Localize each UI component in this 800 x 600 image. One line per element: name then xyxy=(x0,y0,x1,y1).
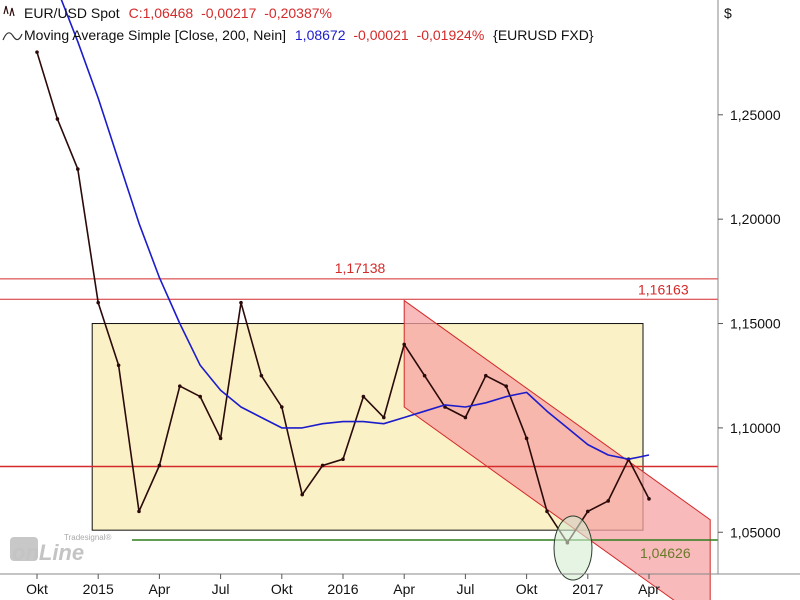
price-point xyxy=(116,363,121,368)
price-point xyxy=(239,300,243,305)
price-point xyxy=(198,394,202,399)
x-tick-label: 2016 xyxy=(327,581,358,597)
svg-text:EUR/USD Spot C:1,06468: EUR/USD Spot C:1,06468 -0,00217 -0,20387… xyxy=(24,5,332,21)
price-point xyxy=(382,415,386,420)
tradesignal-logo: Tradesignal® onLine xyxy=(10,533,112,565)
x-tick-label: Jul xyxy=(212,581,230,597)
level-label: 1,17138 xyxy=(335,260,386,276)
price-point xyxy=(463,415,468,420)
x-tick-label: Apr xyxy=(149,581,171,597)
legend-ma-change: -0,00021 xyxy=(353,27,408,43)
channel-layer xyxy=(403,299,711,600)
y-tick-label: 1,10000 xyxy=(730,420,781,436)
price-point xyxy=(320,463,325,468)
price-point xyxy=(341,457,345,462)
price-point xyxy=(545,509,549,514)
low-highlight-ellipse xyxy=(553,515,593,581)
level-lines-layer: 1,17138 1,16163 1,04626 xyxy=(0,260,718,561)
level-label: 1,16163 xyxy=(638,281,689,297)
price-series-icon xyxy=(3,5,15,17)
currency-label: $ xyxy=(724,5,732,21)
price-point xyxy=(157,463,162,468)
x-tick-label: 2015 xyxy=(83,581,114,597)
level-label: 1,04626 xyxy=(640,545,691,561)
legend-symbol: EUR/USD Spot xyxy=(24,5,120,21)
legend-change: -0,00217 xyxy=(201,5,256,21)
trend-channel xyxy=(403,299,711,600)
price-point xyxy=(504,384,509,388)
x-tick-label: Jul xyxy=(456,581,474,597)
price-point xyxy=(76,167,80,171)
legend-ma-name: Moving Average Simple [Close, 200, Nein] xyxy=(24,27,286,43)
y-tick-label: 1,20000 xyxy=(730,211,781,227)
y-tick-label: 1,15000 xyxy=(730,316,781,332)
price-point xyxy=(647,497,651,501)
price-point xyxy=(484,373,488,378)
x-tick-label: Apr xyxy=(393,581,415,597)
svg-text:Moving Average Simple [Close,: Moving Average Simple [Close, 200, Nein]… xyxy=(24,27,594,43)
price-point xyxy=(524,436,529,441)
price-point xyxy=(300,492,305,497)
logo-badge-icon xyxy=(10,537,38,561)
price-point xyxy=(422,373,427,378)
legend: EUR/USD Spot C:1,06468 -0,00217 -0,20387… xyxy=(2,5,594,43)
price-point xyxy=(280,405,284,409)
price-point xyxy=(586,509,590,514)
x-tick-label: Okt xyxy=(271,581,293,597)
legend-pct: -0,20387% xyxy=(264,5,332,21)
x-tick-label: 2017 xyxy=(572,581,603,597)
price-point xyxy=(402,342,407,347)
y-tick-label: 1,25000 xyxy=(730,107,781,123)
price-point xyxy=(137,509,141,514)
legend-ma-source: {EURUSD FXD} xyxy=(493,27,594,43)
price-point xyxy=(361,394,366,399)
ma-series-icon xyxy=(2,32,23,41)
ma-series-line xyxy=(60,0,650,460)
price-point xyxy=(96,300,100,305)
price-point xyxy=(35,50,39,54)
series-layer xyxy=(35,0,651,545)
logo-big-text: onLine xyxy=(12,540,84,565)
legend-close: C:1,06468 xyxy=(129,5,194,21)
x-tick-label: Okt xyxy=(516,581,538,597)
price-point xyxy=(55,117,60,121)
legend-ma-value: 1,08672 xyxy=(295,27,346,43)
legend-ma-pct: -0,01924% xyxy=(417,27,485,43)
x-tick-label: Okt xyxy=(26,581,48,597)
y-tick-label: 1,05000 xyxy=(730,524,781,540)
y-ticks: 1,25000 1,20000 1,15000 1,10000 1,05000 xyxy=(718,107,781,540)
price-point xyxy=(259,373,264,378)
price-point xyxy=(443,405,447,409)
price-point xyxy=(218,436,223,441)
x-tick-label: Apr xyxy=(638,581,660,597)
price-point xyxy=(178,384,182,388)
x-ticks: Okt 2015 Apr Jul Okt 2016 Apr Jul Okt 2017 Apr xyxy=(26,574,660,597)
price-point xyxy=(606,499,610,503)
logo-small-text: Tradesignal® xyxy=(64,533,112,542)
